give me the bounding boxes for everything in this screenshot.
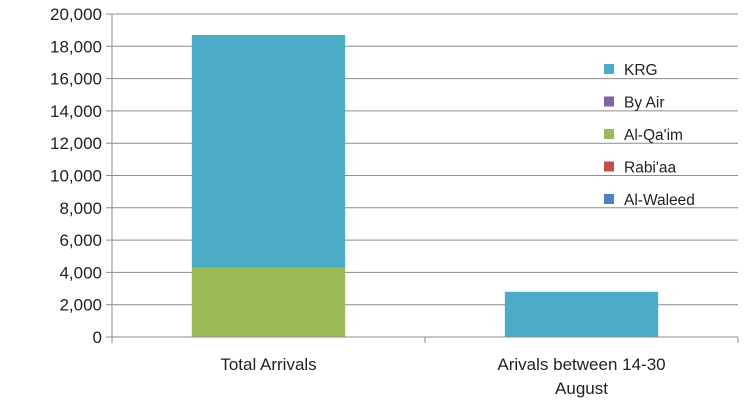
bars	[191, 34, 659, 337]
bar-segment	[191, 34, 346, 268]
y-tick-label: 0	[93, 328, 102, 347]
legend-swatch	[604, 194, 614, 204]
y-tick-label: 16,000	[50, 70, 102, 89]
axes	[106, 13, 739, 343]
category-label: August	[555, 379, 608, 398]
legend-label: Al-Waleed	[624, 192, 695, 209]
category-labels: Total Arrivals Arivals between 14-30 Augus…	[220, 355, 665, 398]
y-tick-label: 12,000	[50, 134, 102, 153]
legend: KRG By Air Al-Qa'im Rabi'aa Al-Waleed	[604, 62, 695, 209]
legend-label: Rabi'aa	[624, 160, 676, 177]
legend-swatch	[604, 161, 614, 172]
y-tick-label: 18,000	[50, 37, 102, 56]
legend-label: Al-Qa'im	[624, 127, 683, 144]
legend-swatch	[604, 129, 614, 139]
y-tick-label: 14,000	[50, 102, 102, 121]
category-label: Arivals between 14-30	[497, 355, 665, 374]
legend-label: KRG	[624, 62, 658, 79]
y-tick-label: 6,000	[59, 231, 102, 250]
category-label: Total Arrivals	[220, 355, 316, 374]
y-tick-labels: 0 2,000 4,000 6,000 8,000 10,000 12,000 14,000 1…	[50, 5, 102, 347]
y-tick-label: 8,000	[59, 199, 102, 218]
y-tick-label: 2,000	[59, 296, 102, 315]
bar-segment	[191, 267, 346, 337]
y-tick-label: 10,000	[50, 167, 102, 186]
legend-swatch	[604, 64, 614, 74]
y-tick-label: 4,000	[59, 263, 102, 282]
y-tick-label: 20,000	[50, 5, 102, 24]
bar-segment	[504, 291, 659, 337]
legend-label: By Air	[624, 95, 664, 112]
legend-swatch	[604, 96, 614, 107]
